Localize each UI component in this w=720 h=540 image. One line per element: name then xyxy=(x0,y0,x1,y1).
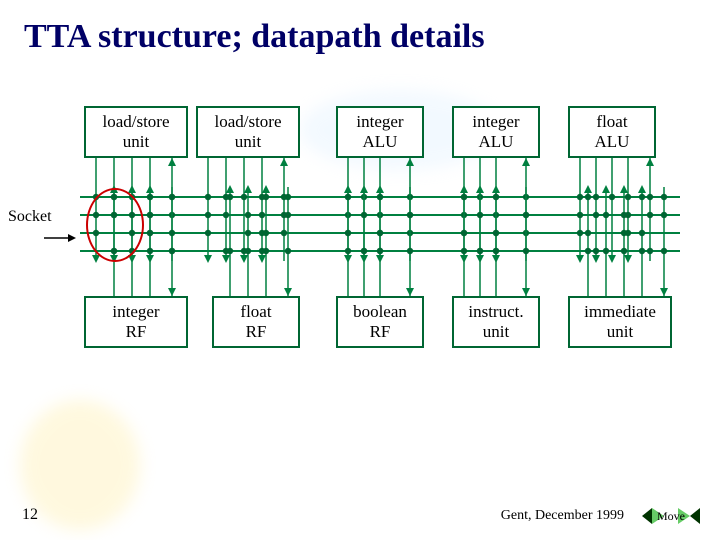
move-logo: Move xyxy=(636,502,706,530)
slide: TTA structure; datapath details Socket l… xyxy=(0,0,720,540)
unit-brf: booleanRF xyxy=(336,296,424,348)
socket-highlight-oval xyxy=(86,188,144,262)
unit-falu: floatALU xyxy=(568,106,656,158)
socket-label: Socket xyxy=(8,208,52,226)
logo-text: Move xyxy=(657,509,685,523)
unit-irf: integerRF xyxy=(84,296,188,348)
unit-frf: floatRF xyxy=(212,296,300,348)
background-blob xyxy=(20,400,140,530)
unit-ls1: load/storeunit xyxy=(84,106,188,158)
unit-ialu1: integerALU xyxy=(336,106,424,158)
footer-text: Gent, December 1999 xyxy=(501,508,624,524)
slide-title: TTA structure; datapath details xyxy=(24,18,485,56)
page-number: 12 xyxy=(22,506,38,524)
unit-imm: immediateunit xyxy=(568,296,672,348)
unit-ialu2: integerALU xyxy=(452,106,540,158)
socket-arrow xyxy=(44,230,76,240)
unit-ls2: load/storeunit xyxy=(196,106,300,158)
unit-iunit: instruct.unit xyxy=(452,296,540,348)
